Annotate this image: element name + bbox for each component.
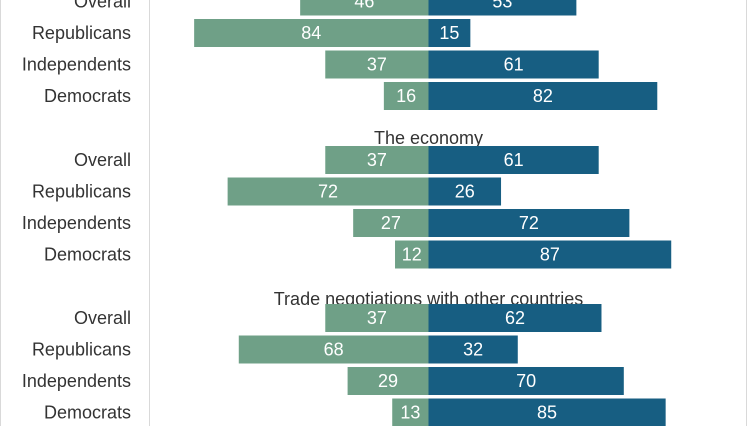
bar-left [383,82,429,110]
bar-right [428,398,666,426]
bar-left [227,177,429,206]
bar-left-value: 68 [324,340,344,360]
bar-right-value: 70 [516,371,536,391]
bar-left [353,209,429,237]
bar-right-value: 82 [533,86,553,106]
bar-left [347,367,429,395]
bar-left-value: 46 [354,0,374,12]
bar-left-value: 29 [378,371,398,391]
bar-right [428,0,577,16]
row-label: Overall [74,0,131,12]
bar-left-value: 37 [367,308,387,328]
row-label: Independents [22,371,131,391]
row-label: Republicans [32,23,131,43]
bar-left [300,0,429,16]
bar-right [428,177,502,206]
row-label: Independents [22,213,131,233]
bar-right [428,304,602,332]
bar-right-value: 26 [455,182,475,202]
row-label: Overall [74,308,131,328]
row-label: Democrats [44,245,131,265]
bar-left-value: 12 [402,245,422,265]
row-label: Republicans [32,340,131,360]
bar-right-value: 53 [492,0,512,12]
bar-right-value: 61 [504,55,524,75]
bar-right-value: 85 [537,403,557,423]
row-label: Democrats [44,403,131,423]
bar-right-value: 72 [519,213,539,233]
bar-right [428,19,471,47]
bar-right [428,367,624,395]
bar-left-value: 72 [318,182,338,202]
bar-right-value: 87 [540,245,560,265]
bar-left-value: 37 [367,55,387,75]
bar-left [325,50,429,79]
bar-left [238,335,429,364]
bar-left [194,19,429,47]
bar-left [392,398,429,426]
bar-right-value: 62 [505,308,525,328]
bar-left-value: 84 [301,23,321,43]
bar-right [428,209,630,237]
bar-right [428,335,518,364]
row-label: Independents [22,55,131,75]
row-label: Overall [74,150,131,170]
bar-right [428,146,599,174]
bar-right [428,50,599,79]
bar-right [428,240,672,269]
bar-left-value: 16 [396,86,416,106]
bar-right-value: 32 [463,340,483,360]
bar-left-value: 13 [400,403,420,423]
bar-right-value: 61 [504,150,524,170]
bar-right [428,82,658,110]
bar-left [395,240,429,269]
group-title: The economy [374,128,483,148]
row-label: Democrats [44,86,131,106]
bar-left-value: 37 [367,150,387,170]
bar-left [325,304,429,332]
row-label: Republicans [32,182,131,202]
bar-left [325,146,429,174]
bar-right-value: 15 [439,23,459,43]
chart-marks: Overall 46 53 Republicans 84 15 Independents 37… [22,0,672,426]
bar-left-value: 27 [381,213,401,233]
